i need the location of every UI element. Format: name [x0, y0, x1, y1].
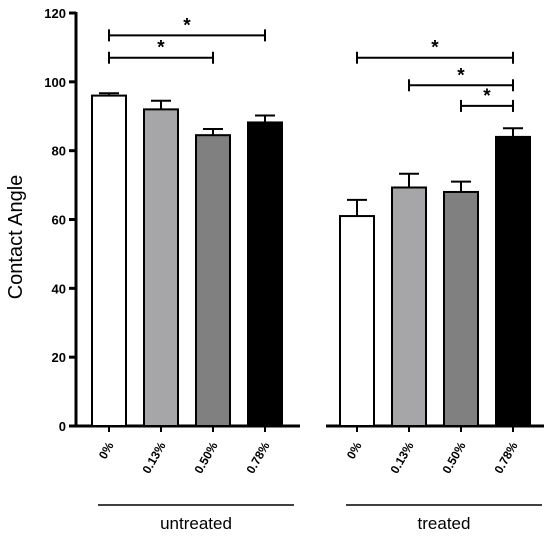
bar-treated-0%	[339, 215, 375, 427]
y-tick-label: 120	[44, 6, 66, 21]
y-tick-label: 0	[59, 419, 66, 434]
significance-star: *	[431, 38, 439, 59]
significance-star: *	[457, 65, 465, 86]
category-label: 0.50%	[191, 439, 220, 476]
bar-untreated-0%	[91, 94, 127, 427]
category-label: 0%	[96, 439, 117, 461]
y-tick-label: 20	[52, 350, 66, 365]
category-label: 0.78%	[491, 439, 520, 476]
bar-untreated-0.50%	[195, 134, 231, 427]
y-tick-label: 40	[52, 281, 66, 296]
category-label: 0.13%	[139, 439, 168, 476]
y-tick-label: 80	[52, 144, 66, 159]
y-tick-label: 100	[44, 75, 66, 90]
significance-star: *	[183, 15, 191, 36]
category-label: 0%	[344, 439, 365, 461]
group-label-untreated: untreated	[160, 514, 232, 533]
significance-star: *	[483, 86, 491, 107]
group-label-treated: treated	[418, 514, 471, 533]
plot-area: 0 20 40 60 80 100 120 0% 0.13% 0.50% 0.78% 0% 0.13% 0…	[44, 6, 544, 533]
bar-treated-0.50%	[443, 190, 479, 427]
bar-treated-0.13%	[391, 186, 427, 427]
y-axis-title: Contact Angle	[5, 175, 27, 300]
y-tick-label: 60	[52, 213, 66, 228]
bar-untreated-0.13%	[143, 108, 179, 427]
significance-star: *	[157, 38, 165, 59]
category-label: 0.78%	[243, 439, 272, 476]
bar-treated-0.78%	[495, 135, 531, 427]
category-label: 0.13%	[387, 439, 416, 476]
category-label: 0.50%	[439, 439, 468, 476]
bar-untreated-0.78%	[247, 121, 283, 427]
